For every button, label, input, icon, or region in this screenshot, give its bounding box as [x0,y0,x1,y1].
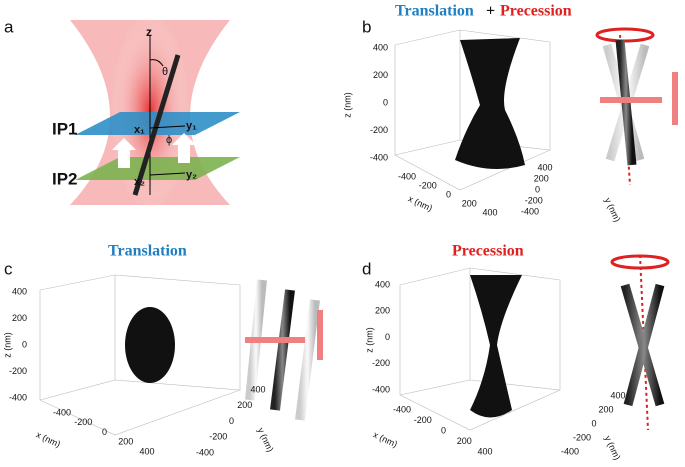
tick-label: -400 [398,171,416,181]
axis-label: z (nm) [364,327,374,353]
tick-label: -400 [53,407,71,417]
tick-label: 0 [22,339,27,349]
tick-label: 200 [457,436,472,446]
angle-label: θ [162,66,168,78]
axis-label: x₂ [134,176,145,188]
plane-label: IP1 [52,119,78,138]
tick-label: 0 [102,427,107,437]
tick-label: -400 [393,404,411,414]
axis-label: x (nm) [35,430,62,450]
tick-label: -200 [9,366,27,376]
tick-label: 200 [375,306,390,316]
tick-label: 0 [441,425,446,435]
tick-label: -200 [74,417,92,427]
tick-label: -400 [9,392,27,402]
tick-label: -200 [573,432,591,442]
axis-label: y (nm) [603,196,623,223]
tick-label: -400 [372,384,390,394]
title: Precession [452,243,524,260]
tick-label: 0 [383,97,388,107]
panel-label: b [362,17,371,36]
tick-label: 400 [250,384,265,394]
axis-label: z (nm) [342,92,352,118]
panel-label: d [362,259,371,278]
tick-label: 0 [229,416,234,426]
tick-label: 0 [385,332,390,342]
title: Translation [108,243,187,260]
tick-label: -200 [370,125,388,135]
axis-label: y (nm) [603,434,623,461]
tick-label: 0 [446,189,451,199]
tick-label: -200 [419,180,437,190]
panel-a-illustration [70,12,240,212]
tick-label: -200 [414,415,432,425]
tick-label: -400 [521,206,539,216]
point-cloud [125,307,175,383]
tick-label: 200 [373,70,388,80]
axis-label: y₁ [186,120,197,132]
tick-label: 400 [610,390,625,400]
title: Translation [395,3,474,20]
plot-box [39,274,241,436]
tick-label: 400 [482,207,497,217]
rods-illustration [595,27,678,186]
rods-illustration [245,279,323,421]
tick-label: 400 [537,162,552,172]
tick-label: 200 [598,404,613,414]
angle-label: ϕ [166,134,172,146]
tick-label: 400 [375,279,390,289]
tick-label: -200 [372,358,390,368]
point-cloud [455,38,525,169]
panel-label: c [4,259,13,278]
title: Precession [500,3,572,20]
point-cloud [470,275,522,418]
tick-label: 400 [477,446,492,456]
axis-label: x (nm) [407,194,434,214]
axis-label: z (nm) [2,332,12,358]
axis-label: z [146,25,152,39]
rods-illustration [610,254,670,431]
tick-label: -200 [209,432,227,442]
tick-label: 200 [462,198,477,208]
tick-label: -400 [196,447,214,457]
tick-label: 200 [118,437,133,447]
axis-label: x (nm) [372,430,399,450]
panel-label: a [4,17,14,36]
tick-label: 400 [373,42,388,52]
axis-label: x₁ [134,124,145,136]
axis-label: y (nm) [256,426,276,453]
plot-box [399,267,561,431]
plane-label: IP2 [52,169,78,188]
tick-label: -400 [370,152,388,162]
tick-label: 400 [139,446,154,456]
tick-label: 200 [12,313,27,323]
tick-label: -400 [561,446,579,456]
tick-label: 200 [237,400,252,410]
tick-label: -200 [525,195,543,205]
tick-label: 0 [591,418,596,428]
tick-label: 400 [12,286,27,296]
tick-label: 200 [534,173,549,183]
title: + [486,3,495,20]
axis-label: y₂ [186,169,197,181]
tick-label: 0 [535,184,540,194]
